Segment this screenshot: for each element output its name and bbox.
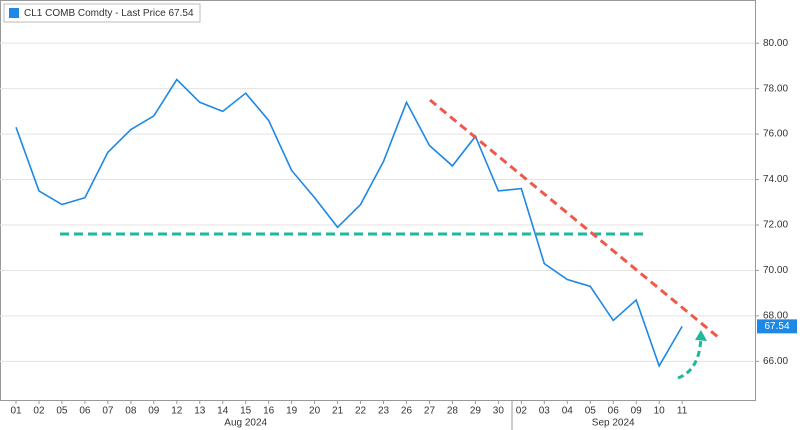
y-tick-label: 68.00 — [763, 311, 788, 322]
legend-swatch — [9, 8, 19, 18]
month-label: Sep 2024 — [592, 418, 635, 429]
plot-area — [0, 0, 756, 401]
x-tick-label: 20 — [309, 406, 321, 417]
rebound-arrow — [677, 335, 703, 380]
month-label: Aug 2024 — [224, 418, 267, 429]
x-tick-label: 04 — [562, 406, 574, 417]
y-tick-label: 80.00 — [763, 38, 788, 49]
x-tick-label: 11 — [677, 406, 688, 417]
trend-line — [429, 98, 719, 339]
last-price-tag — [757, 319, 797, 334]
y-tick-label: 66.00 — [763, 356, 788, 367]
x-tick-label: 10 — [654, 406, 666, 417]
x-tick-label: 08 — [125, 406, 137, 417]
x-tick-label: 28 — [447, 406, 459, 417]
y-tick-label: 70.00 — [763, 265, 788, 276]
x-tick-label: 02 — [33, 406, 45, 417]
last-price-label: 67.54 — [764, 321, 789, 332]
x-tick-label: 03 — [539, 406, 551, 417]
x-tick-label: 29 — [470, 406, 482, 417]
x-tick-label: 05 — [585, 406, 597, 417]
x-tick-label: 09 — [631, 406, 643, 417]
x-tick-label: 14 — [217, 406, 229, 417]
x-tick-label: 23 — [378, 406, 390, 417]
x-tick-label: 06 — [79, 406, 91, 417]
x-tick-label: 12 — [171, 406, 183, 417]
x-tick-label: 27 — [424, 406, 436, 417]
y-tick-label: 78.00 — [763, 83, 788, 94]
x-tick-label: 22 — [355, 406, 367, 417]
arrow-head — [695, 330, 707, 341]
legend-box — [3, 3, 201, 23]
x-tick-label: 16 — [263, 406, 275, 417]
price-line — [15, 78, 683, 368]
x-tick-label: 26 — [401, 406, 413, 417]
x-tick-label: 02 — [516, 406, 528, 417]
x-tick-label: 09 — [148, 406, 160, 417]
x-tick-label: 05 — [56, 406, 68, 417]
x-tick-label: 21 — [332, 406, 344, 417]
x-tick-label: 19 — [286, 406, 298, 417]
y-tick-label: 72.00 — [763, 220, 788, 231]
y-tick-label: 74.00 — [763, 174, 788, 185]
x-tick-label: 01 — [10, 406, 22, 417]
legend-text: CL1 COMB Comdty - Last Price 67.54 — [24, 8, 194, 19]
x-tick-label: 13 — [194, 406, 206, 417]
x-tick-label: 30 — [493, 406, 505, 417]
y-tick-label: 76.00 — [763, 129, 788, 140]
x-tick-label: 15 — [240, 406, 252, 417]
x-tick-label: 07 — [102, 406, 114, 417]
x-tick-label: 06 — [608, 406, 620, 417]
